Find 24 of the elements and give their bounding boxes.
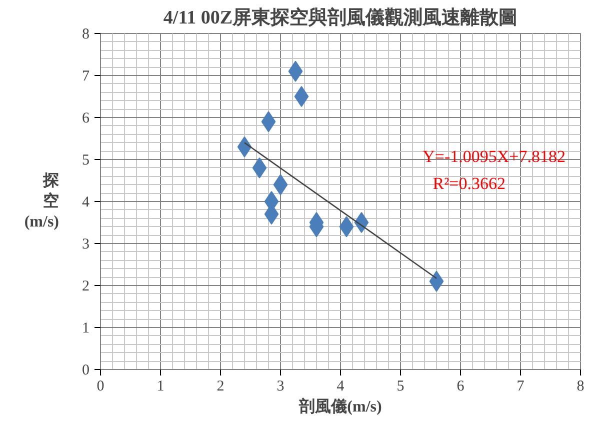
- x-tick-label: 5: [396, 378, 404, 394]
- y-tick-label: 4: [82, 194, 90, 210]
- y-tick-label: 0: [82, 362, 90, 378]
- chart-title: 4/11 00Z屏東探空與剖風儀觀測風速離散圖: [163, 6, 518, 28]
- x-tick-label: 2: [216, 378, 224, 394]
- x-tick-label: 0: [96, 378, 104, 394]
- y-tick-label: 1: [82, 320, 90, 336]
- y-tick-label: 2: [82, 278, 90, 294]
- y-tick-label: 7: [82, 68, 90, 84]
- x-tick-label: 6: [456, 378, 465, 394]
- x-tick-label: 7: [516, 378, 525, 394]
- y-tick-label: 5: [82, 152, 90, 168]
- annotation: Y=-1.0095X+7.8182: [422, 146, 566, 166]
- y-tick-label: 3: [82, 236, 90, 252]
- y-axis-title: 探空(m/s): [24, 172, 59, 230]
- x-tick-label: 3: [276, 378, 284, 394]
- y-tick-label: 8: [82, 26, 90, 42]
- x-tick-label: 1: [156, 378, 164, 394]
- x-axis-title: 剖風儀(m/s): [298, 398, 382, 416]
- point: [294, 86, 309, 107]
- x-tick-label: 4: [336, 378, 345, 394]
- y-tick-label: 6: [82, 110, 90, 126]
- x-tick-label: 8: [576, 378, 584, 394]
- annotation: R²=0.3662: [432, 174, 506, 194]
